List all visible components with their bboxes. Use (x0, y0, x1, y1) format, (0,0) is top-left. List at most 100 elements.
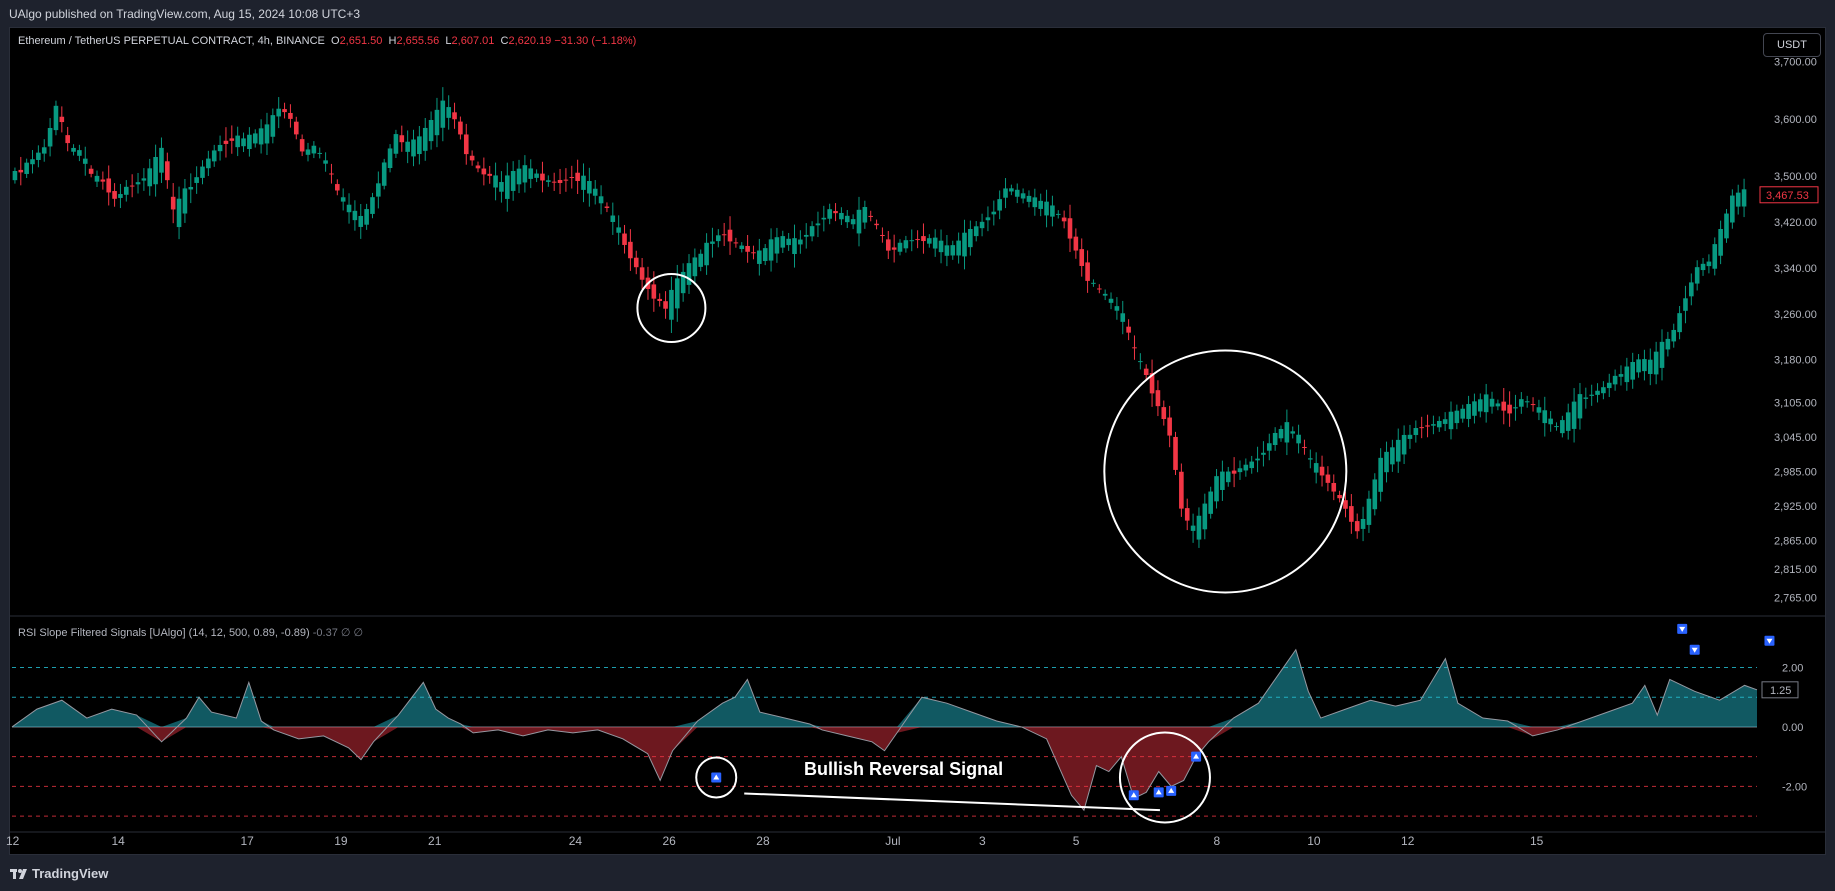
candle[interactable] (1325, 474, 1331, 483)
candle[interactable] (1694, 267, 1700, 284)
candle[interactable] (1606, 382, 1612, 389)
candle[interactable] (1735, 192, 1741, 207)
candle[interactable] (1431, 424, 1436, 426)
candle[interactable] (329, 173, 334, 175)
candle[interactable] (434, 109, 440, 136)
candle[interactable] (235, 135, 240, 148)
candle[interactable] (1372, 479, 1378, 510)
candle[interactable] (628, 241, 633, 259)
candle[interactable] (1407, 434, 1413, 439)
candle[interactable] (1554, 426, 1559, 428)
candle[interactable] (1659, 341, 1665, 368)
candle[interactable] (340, 197, 346, 202)
candle[interactable] (65, 135, 70, 144)
candle[interactable] (147, 168, 153, 187)
candle[interactable] (1249, 461, 1255, 469)
candle[interactable] (1483, 394, 1489, 413)
candle[interactable] (540, 173, 545, 181)
candle[interactable] (704, 242, 709, 266)
candle[interactable] (1425, 425, 1430, 427)
candle[interactable] (223, 140, 229, 144)
candle[interactable] (1319, 466, 1325, 476)
candle[interactable] (1472, 401, 1477, 416)
candle[interactable] (1009, 188, 1014, 192)
candle[interactable] (1612, 375, 1618, 385)
candle[interactable] (1700, 263, 1706, 271)
candle[interactable] (1354, 521, 1360, 532)
candle[interactable] (1413, 428, 1419, 436)
candle[interactable] (129, 185, 135, 187)
candle[interactable] (1442, 419, 1448, 424)
candle[interactable] (1448, 411, 1454, 430)
candle[interactable] (1360, 518, 1366, 529)
candle[interactable] (534, 173, 539, 178)
candle[interactable] (1378, 457, 1383, 492)
candle[interactable] (1020, 193, 1026, 199)
candle[interactable] (1132, 347, 1137, 349)
candle[interactable] (745, 245, 750, 252)
candle[interactable] (1237, 468, 1243, 473)
candle[interactable] (786, 238, 791, 246)
candle[interactable] (1618, 374, 1624, 377)
candle[interactable] (692, 257, 698, 277)
candle[interactable] (1302, 446, 1307, 448)
candle[interactable] (798, 239, 803, 245)
candle[interactable] (1290, 431, 1296, 434)
candle[interactable] (792, 238, 797, 255)
candle[interactable] (651, 284, 657, 299)
candle[interactable] (1683, 298, 1688, 311)
candle[interactable] (1419, 427, 1424, 429)
candle[interactable] (381, 162, 387, 186)
candle[interactable] (1202, 503, 1208, 530)
candle[interactable] (387, 148, 393, 169)
candle[interactable] (733, 242, 739, 244)
candle[interactable] (680, 271, 686, 294)
candle[interactable] (909, 240, 915, 242)
candle[interactable] (1548, 418, 1553, 425)
candle[interactable] (141, 178, 147, 181)
candle[interactable] (36, 152, 41, 160)
candle[interactable] (856, 209, 862, 234)
footer-logo[interactable]: TradingView (10, 866, 108, 881)
candle[interactable] (962, 232, 967, 257)
candle[interactable] (710, 241, 715, 244)
candle[interactable] (194, 177, 199, 183)
candle[interactable] (1266, 443, 1272, 451)
candle[interactable] (956, 240, 961, 256)
candle[interactable] (1671, 329, 1677, 342)
candle[interactable] (968, 228, 973, 248)
candle[interactable] (1331, 482, 1337, 492)
candle[interactable] (311, 145, 317, 154)
candle[interactable] (762, 248, 768, 261)
candle[interactable] (1261, 452, 1266, 455)
candle[interactable] (118, 194, 123, 198)
candle[interactable] (1003, 188, 1008, 198)
candle[interactable] (1220, 471, 1225, 490)
candle[interactable] (575, 172, 580, 181)
candle[interactable] (944, 245, 950, 256)
candle[interactable] (844, 215, 850, 223)
candle[interactable] (674, 278, 680, 309)
candle[interactable] (41, 147, 47, 154)
candle[interactable] (973, 226, 979, 237)
candle[interactable] (1308, 458, 1313, 460)
candle[interactable] (862, 207, 868, 223)
candle[interactable] (346, 204, 352, 213)
candle[interactable] (991, 211, 997, 215)
candle[interactable] (411, 139, 416, 157)
candle[interactable] (1601, 387, 1606, 394)
candle[interactable] (1284, 422, 1290, 443)
candle[interactable] (821, 217, 827, 220)
candle[interactable] (358, 215, 364, 227)
candle[interactable] (1108, 298, 1114, 303)
candle[interactable] (258, 128, 264, 145)
candle[interactable] (880, 234, 885, 236)
candle[interactable] (364, 209, 369, 225)
candle[interactable] (563, 179, 569, 181)
candle[interactable] (182, 188, 188, 214)
candle[interactable] (1055, 213, 1061, 215)
candle[interactable] (1313, 463, 1319, 473)
candle[interactable] (276, 108, 281, 117)
candle[interactable] (1126, 326, 1131, 333)
candle[interactable] (569, 177, 575, 179)
